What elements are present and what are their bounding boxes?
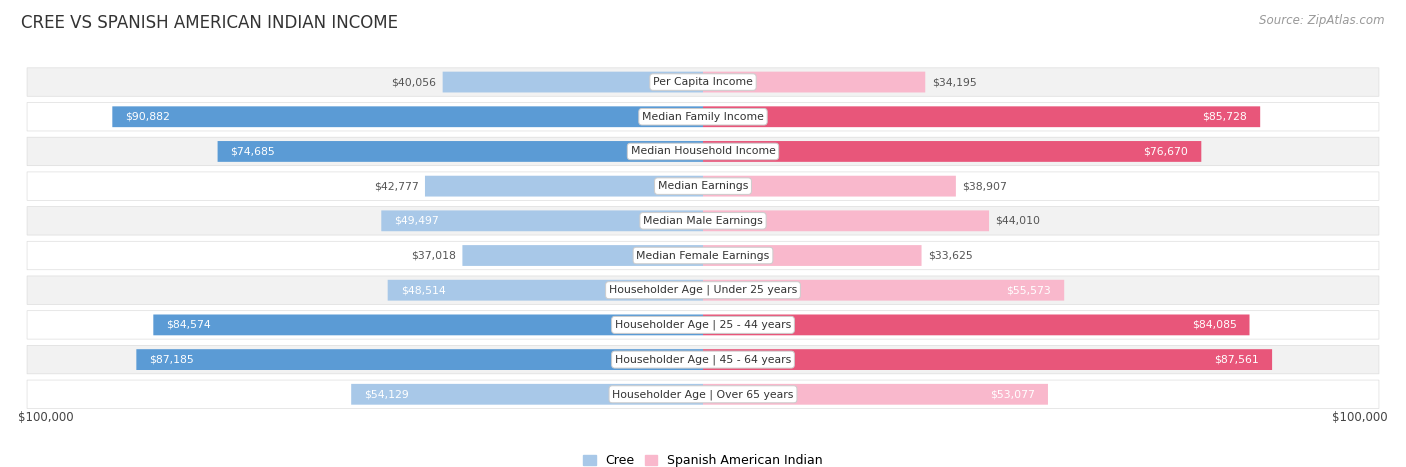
Text: CREE VS SPANISH AMERICAN INDIAN INCOME: CREE VS SPANISH AMERICAN INDIAN INCOME: [21, 14, 398, 32]
Text: $42,777: $42,777: [374, 181, 419, 191]
FancyBboxPatch shape: [443, 71, 703, 92]
FancyBboxPatch shape: [703, 349, 1272, 370]
Text: $55,573: $55,573: [1007, 285, 1052, 295]
FancyBboxPatch shape: [218, 141, 703, 162]
FancyBboxPatch shape: [27, 137, 1379, 166]
FancyBboxPatch shape: [153, 314, 703, 335]
Text: $53,077: $53,077: [990, 389, 1035, 399]
FancyBboxPatch shape: [703, 245, 921, 266]
Text: $87,185: $87,185: [149, 354, 194, 365]
Text: $85,728: $85,728: [1202, 112, 1247, 122]
Text: Median Male Earnings: Median Male Earnings: [643, 216, 763, 226]
Text: $76,670: $76,670: [1143, 147, 1188, 156]
FancyBboxPatch shape: [703, 176, 956, 197]
Legend: Cree, Spanish American Indian: Cree, Spanish American Indian: [578, 449, 828, 467]
Text: Median Earnings: Median Earnings: [658, 181, 748, 191]
Text: Householder Age | 25 - 44 years: Householder Age | 25 - 44 years: [614, 319, 792, 330]
FancyBboxPatch shape: [27, 103, 1379, 131]
FancyBboxPatch shape: [27, 276, 1379, 304]
FancyBboxPatch shape: [27, 241, 1379, 270]
FancyBboxPatch shape: [381, 211, 703, 231]
Text: $84,085: $84,085: [1192, 320, 1236, 330]
Text: $54,129: $54,129: [364, 389, 409, 399]
FancyBboxPatch shape: [703, 314, 1250, 335]
Text: Median Family Income: Median Family Income: [643, 112, 763, 122]
FancyBboxPatch shape: [27, 68, 1379, 96]
FancyBboxPatch shape: [703, 280, 1064, 301]
FancyBboxPatch shape: [27, 172, 1379, 200]
FancyBboxPatch shape: [703, 71, 925, 92]
FancyBboxPatch shape: [27, 346, 1379, 374]
Text: $100,000: $100,000: [18, 411, 73, 425]
Text: $90,882: $90,882: [125, 112, 170, 122]
Text: $100,000: $100,000: [1333, 411, 1388, 425]
FancyBboxPatch shape: [27, 206, 1379, 235]
Text: $33,625: $33,625: [928, 250, 973, 261]
Text: Householder Age | Under 25 years: Householder Age | Under 25 years: [609, 285, 797, 296]
Text: Per Capita Income: Per Capita Income: [652, 77, 754, 87]
FancyBboxPatch shape: [463, 245, 703, 266]
Text: $38,907: $38,907: [962, 181, 1007, 191]
FancyBboxPatch shape: [27, 311, 1379, 339]
Text: $44,010: $44,010: [995, 216, 1040, 226]
FancyBboxPatch shape: [703, 106, 1260, 127]
Text: Source: ZipAtlas.com: Source: ZipAtlas.com: [1260, 14, 1385, 27]
Text: $74,685: $74,685: [231, 147, 276, 156]
FancyBboxPatch shape: [703, 211, 988, 231]
FancyBboxPatch shape: [703, 141, 1201, 162]
FancyBboxPatch shape: [352, 384, 703, 405]
Text: Median Female Earnings: Median Female Earnings: [637, 250, 769, 261]
FancyBboxPatch shape: [703, 384, 1047, 405]
Text: $40,056: $40,056: [391, 77, 436, 87]
FancyBboxPatch shape: [27, 380, 1379, 409]
FancyBboxPatch shape: [425, 176, 703, 197]
Text: $48,514: $48,514: [401, 285, 446, 295]
Text: $49,497: $49,497: [394, 216, 439, 226]
Text: Median Household Income: Median Household Income: [630, 147, 776, 156]
Text: $84,574: $84,574: [166, 320, 211, 330]
Text: $37,018: $37,018: [411, 250, 456, 261]
Text: Householder Age | Over 65 years: Householder Age | Over 65 years: [612, 389, 794, 400]
FancyBboxPatch shape: [136, 349, 703, 370]
FancyBboxPatch shape: [388, 280, 703, 301]
FancyBboxPatch shape: [112, 106, 703, 127]
Text: Householder Age | 45 - 64 years: Householder Age | 45 - 64 years: [614, 354, 792, 365]
Text: $87,561: $87,561: [1215, 354, 1260, 365]
Text: $34,195: $34,195: [932, 77, 977, 87]
